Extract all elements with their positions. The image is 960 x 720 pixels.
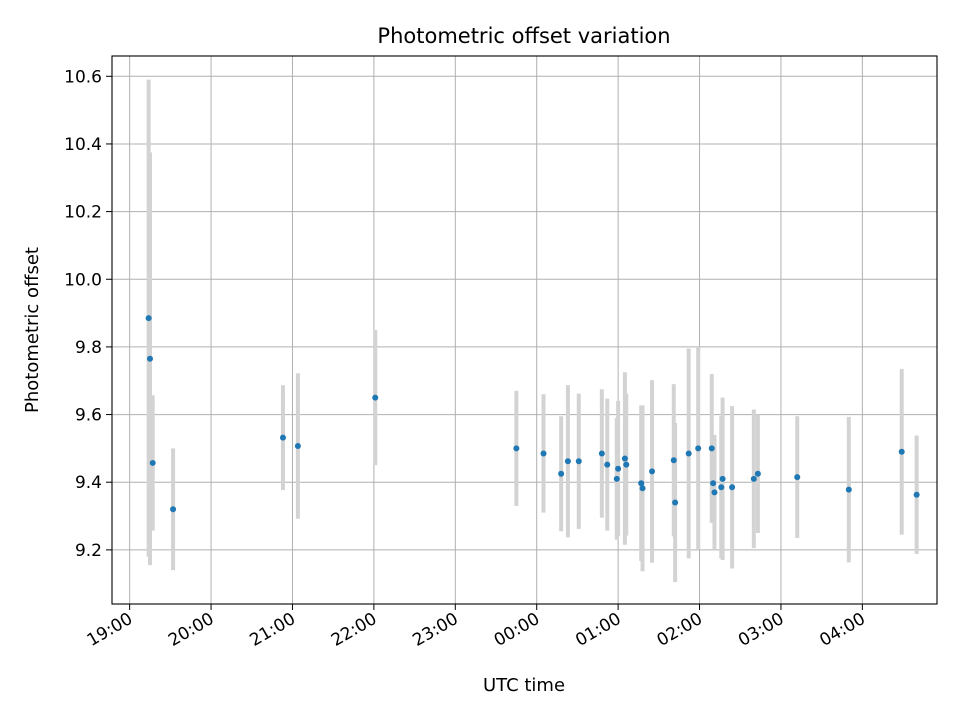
data-point — [670, 457, 677, 464]
x-tick-label: 01:00 — [572, 609, 624, 651]
y-tick-label: 10.2 — [64, 203, 102, 223]
data-point — [145, 315, 152, 322]
y-tick-label: 10.0 — [64, 270, 102, 290]
data-point — [649, 468, 656, 475]
x-axis-ticks: 19:00 20:00 21:00 22:00 23:00 00:00 01:00 02:00… — [84, 604, 869, 651]
data-point — [146, 355, 153, 362]
data-point — [672, 499, 679, 506]
data-point — [621, 455, 628, 462]
data-point — [638, 480, 645, 487]
y-tick-label: 10.6 — [64, 67, 102, 87]
data-point — [294, 443, 301, 450]
data-point — [695, 445, 702, 452]
data-point — [575, 458, 582, 465]
data-point — [604, 461, 611, 468]
y-axis-ticks: 9.2 9.4 9.6 9.8 10.0 10.2 10.4 10.6 — [64, 67, 112, 561]
data-point — [598, 450, 605, 457]
data-point — [750, 475, 757, 482]
plot-area-frame — [111, 55, 938, 605]
data-point — [540, 450, 547, 457]
y-axis-label: Photometric offset — [22, 247, 43, 413]
data-point — [623, 461, 630, 468]
data-point — [794, 474, 801, 481]
data-point — [639, 485, 646, 492]
x-tick-label: 03:00 — [735, 609, 787, 651]
data-point — [729, 484, 736, 491]
data-point — [913, 491, 920, 498]
data-point — [718, 484, 725, 491]
data-point — [279, 434, 286, 441]
y-tick-label: 9.2 — [75, 541, 102, 561]
data-point — [564, 458, 571, 465]
error-bars — [146, 79, 919, 583]
grid-lines — [112, 56, 937, 604]
data-point — [719, 475, 726, 482]
data-point — [711, 489, 718, 496]
data-point — [845, 486, 852, 493]
data-point — [710, 480, 717, 487]
x-tick-label: 23:00 — [409, 609, 461, 651]
y-tick-label: 9.6 — [75, 406, 102, 426]
data-point — [754, 470, 761, 477]
data-points — [145, 315, 920, 513]
y-tick-label: 10.4 — [64, 135, 102, 155]
y-tick-label: 9.4 — [75, 473, 102, 493]
x-axis-label: UTC time — [483, 675, 565, 696]
data-point — [708, 445, 715, 452]
data-point — [170, 506, 177, 513]
data-point — [372, 394, 379, 401]
x-tick-label: 02:00 — [654, 609, 706, 651]
x-tick-label: 19:00 — [84, 609, 136, 651]
x-tick-label: 21:00 — [247, 609, 299, 651]
x-tick-label: 22:00 — [328, 609, 380, 651]
chart-title: Photometric offset variation — [377, 24, 670, 48]
data-point — [685, 450, 692, 457]
data-point — [513, 445, 520, 452]
data-point — [149, 459, 156, 466]
data-point — [558, 470, 565, 477]
y-tick-label: 9.8 — [75, 338, 102, 358]
x-tick-label: 00:00 — [491, 609, 543, 651]
data-point — [615, 465, 622, 472]
data-point — [898, 448, 905, 455]
data-point — [613, 475, 620, 482]
x-tick-label: 04:00 — [816, 609, 868, 651]
x-tick-label: 20:00 — [165, 609, 217, 651]
